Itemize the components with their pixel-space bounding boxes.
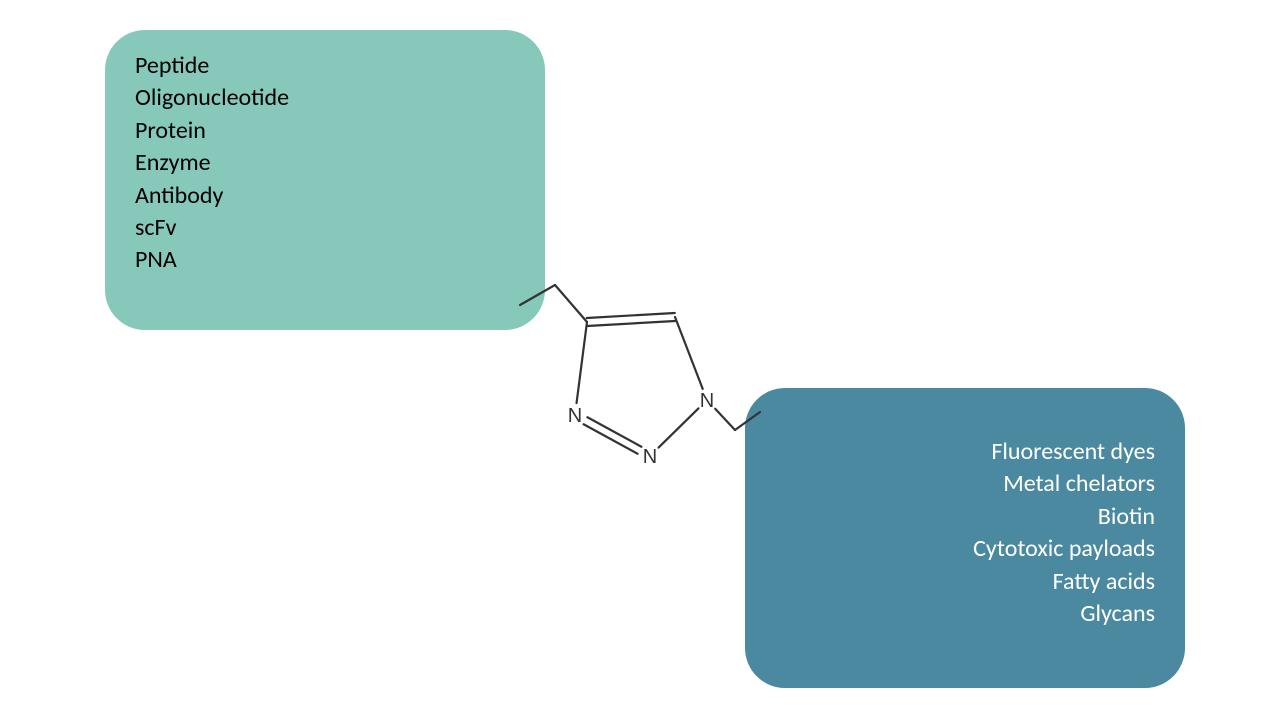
biomolecule-item: Protein [135, 115, 515, 147]
payload-item: Glycans [775, 598, 1155, 630]
svg-text:N: N [568, 405, 582, 427]
triazole-structure: N N N [500, 260, 800, 490]
biomolecule-item: Enzyme [135, 147, 515, 179]
payload-item: Metal chelators [775, 468, 1155, 500]
biomolecule-item: Peptide [135, 50, 515, 82]
biomolecule-item: PNA [135, 244, 515, 276]
payload-item: Biotin [775, 501, 1155, 533]
biomolecule-item: Antibody [135, 180, 515, 212]
svg-text:N: N [643, 446, 657, 468]
payloads-box: Fluorescent dyesMetal chelatorsBiotinCyt… [745, 388, 1185, 688]
biomolecule-item: scFv [135, 212, 515, 244]
biomolecules-box: PeptideOligonucleotideProteinEnzymeAntib… [105, 30, 545, 330]
payload-item: Fatty acids [775, 566, 1155, 598]
svg-text:N: N [700, 390, 714, 412]
payload-item: Cytotoxic payloads [775, 533, 1155, 565]
payload-item: Fluorescent dyes [775, 436, 1155, 468]
biomolecule-item: Oligonucleotide [135, 82, 515, 114]
